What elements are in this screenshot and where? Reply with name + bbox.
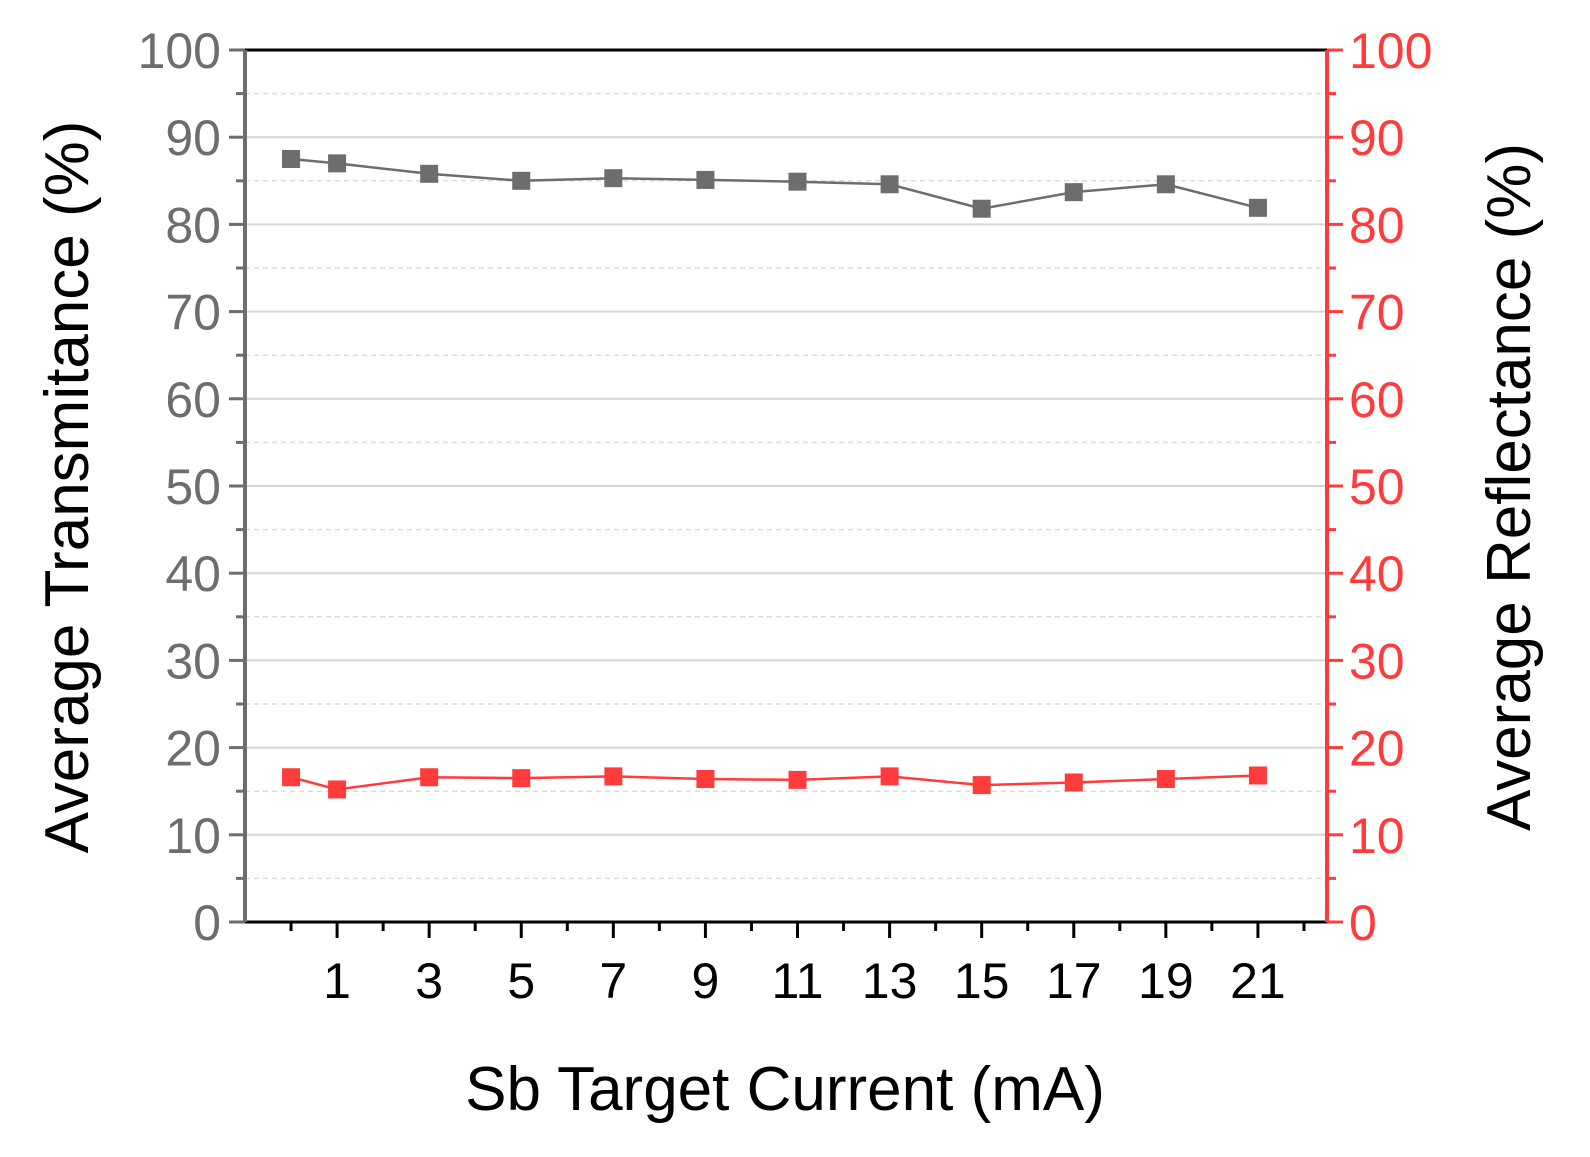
left-y-tick-label: 50	[165, 459, 221, 515]
right-y-tick-label: 80	[1349, 197, 1405, 253]
series-2-point	[972, 776, 991, 795]
left-y-tick-label: 40	[165, 546, 221, 602]
series-2-point	[282, 768, 301, 787]
right-y-tick-label: 30	[1349, 633, 1405, 689]
series-1-point	[788, 172, 807, 191]
x-tick-label: 1	[323, 953, 351, 1009]
x-tick-label: 15	[954, 953, 1010, 1009]
series-2-point	[1248, 766, 1267, 785]
x-tick-label: 13	[862, 953, 918, 1009]
series-2-point	[880, 767, 899, 786]
series-2-point	[328, 780, 347, 799]
series-1-point	[420, 164, 439, 183]
series-1-line	[290, 157, 1259, 210]
left-y-tick-label: 80	[165, 197, 221, 253]
series-1-point	[282, 150, 301, 168]
axes: 0 0 10 10 20 20 30 30 40 40 50 50 60 60 70 70 80 80 90 90 10…	[138, 23, 1433, 1009]
x-tick-label: 19	[1138, 953, 1194, 1009]
series-1-point	[604, 169, 623, 188]
grid	[245, 92, 1327, 880]
x-tick-label: 7	[599, 953, 627, 1009]
left-y-tick-label: 70	[165, 285, 221, 341]
series-2-point	[604, 767, 623, 786]
series-1-point	[972, 199, 991, 218]
series-1-point	[328, 154, 347, 173]
x-tick-label: 3	[415, 953, 443, 1009]
series-1-point	[1064, 183, 1083, 202]
left-y-axis-title: Average Transmitance (%)	[33, 121, 102, 854]
series-2-point	[788, 770, 807, 789]
right-y-tick-label: 40	[1349, 546, 1405, 602]
right-y-axis-title: Average Reflectance (%)	[1475, 143, 1544, 831]
x-tick-label: 5	[507, 953, 535, 1009]
right-y-tick-label: 0	[1349, 895, 1377, 951]
series	[282, 150, 1267, 799]
right-y-tick-label: 60	[1349, 372, 1405, 428]
series-1-point	[696, 170, 715, 189]
series-2-point	[1156, 769, 1175, 788]
left-y-tick-label: 60	[165, 372, 221, 428]
x-tick-label: 9	[692, 953, 720, 1009]
series-2-point	[1064, 773, 1083, 792]
series-2-line	[290, 774, 1258, 791]
left-y-tick-label: 100	[138, 23, 221, 79]
right-y-tick-label: 90	[1349, 110, 1405, 166]
series-2-point	[420, 768, 439, 787]
left-y-tick-label: 10	[165, 808, 221, 864]
x-tick-label: 21	[1230, 953, 1286, 1009]
left-y-tick-label: 20	[165, 721, 221, 777]
right-y-tick-label: 10	[1349, 808, 1405, 864]
series-1-point	[1248, 198, 1267, 217]
series-2-point	[512, 769, 531, 788]
series-1-point	[880, 175, 899, 194]
right-y-tick-label: 20	[1349, 721, 1405, 777]
right-y-tick-label: 100	[1349, 23, 1432, 79]
left-y-tick-label: 0	[193, 895, 221, 951]
left-y-tick-label: 30	[165, 633, 221, 689]
series-1-point	[1156, 175, 1175, 194]
x-tick-label: 17	[1046, 953, 1102, 1009]
x-axis-title: Sb Target Current (mA)	[465, 1055, 1105, 1124]
series-2-point	[696, 769, 715, 788]
left-y-tick-label: 90	[165, 110, 221, 166]
right-y-tick-label: 50	[1349, 459, 1405, 515]
x-tick-label: 11	[772, 953, 824, 1009]
series-1-point	[512, 171, 531, 190]
right-y-tick-label: 70	[1349, 285, 1405, 341]
